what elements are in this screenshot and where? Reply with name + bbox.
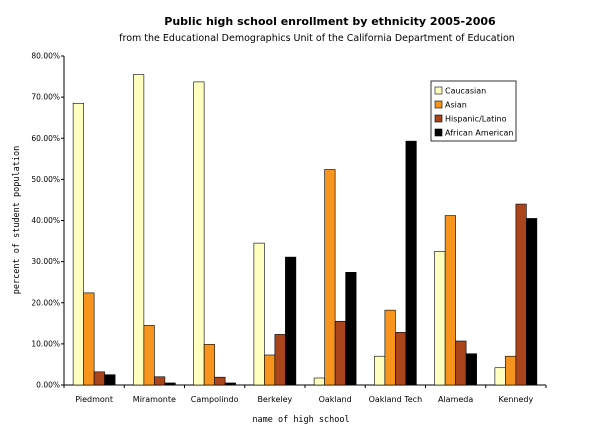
bar-african-american-piedmont xyxy=(104,374,116,386)
y-axis-title: percent of student population xyxy=(12,146,22,294)
bar-asian-miramonte xyxy=(143,325,155,386)
y-axis: 0.00% 10.00% 20.00% 30.00% 40.00% 50.00% 60.00… xyxy=(31,52,65,390)
legend-box xyxy=(430,80,517,142)
bar-asian-oakland-tech xyxy=(384,309,396,386)
bar-african-american-berkeley xyxy=(285,256,297,386)
bar-hispanic-latino-campolindo xyxy=(214,376,226,386)
bars xyxy=(72,74,538,386)
bar-caucasian-campolindo xyxy=(193,81,205,386)
bar-caucasian-miramonte xyxy=(133,74,145,386)
bar-african-american-alameda xyxy=(465,353,477,386)
x-axis-title: name of high school xyxy=(252,415,349,425)
y-tick-label: 70.00% xyxy=(31,93,60,102)
y-tick-label: 0.00% xyxy=(36,381,60,390)
bar-hispanic-latino-kennedy xyxy=(515,203,527,386)
bar-hispanic-latino-alameda xyxy=(455,340,467,386)
y-tick-label: 30.00% xyxy=(31,257,60,266)
category-label: Alameda xyxy=(438,395,473,404)
bar-asian-kennedy xyxy=(505,355,517,386)
bar-caucasian-berkeley xyxy=(253,242,265,386)
category-label: Oakland xyxy=(319,395,352,404)
bar-caucasian-oakland-tech xyxy=(374,355,386,386)
category-label: Oakland Tech xyxy=(369,395,423,404)
bar-african-american-oakland-tech xyxy=(405,140,417,386)
legend-label: Hispanic/Latino xyxy=(445,115,507,124)
y-tick-label: 60.00% xyxy=(31,134,60,143)
bar-hispanic-latino-oakland-tech xyxy=(395,332,407,386)
category-label: Kennedy xyxy=(499,395,534,404)
bar-hispanic-latino-oakland xyxy=(334,320,346,386)
bar-caucasian-piedmont xyxy=(72,102,84,386)
bar-african-american-campolindo xyxy=(224,382,236,386)
legend: Caucasian Asian Hispanic/Latino African Ame… xyxy=(430,80,517,142)
bar-hispanic-latino-berkeley xyxy=(274,334,286,386)
y-tick-label: 80.00% xyxy=(31,52,60,61)
category-label: Miramonte xyxy=(133,395,176,404)
legend-label: Asian xyxy=(445,101,467,110)
category-label: Berkeley xyxy=(257,395,292,404)
chart-subtitle: from the Educational Demographics Unit o… xyxy=(119,33,515,44)
bar-asian-campolindo xyxy=(203,343,215,386)
bar-asian-piedmont xyxy=(83,292,95,386)
bar-african-american-miramonte xyxy=(164,382,176,386)
category-label: Piedmont xyxy=(75,395,113,404)
bar-hispanic-latino-piedmont xyxy=(93,371,105,386)
y-tick-label: 10.00% xyxy=(31,339,60,348)
chart-title: Public high school enrollment by ethnici… xyxy=(164,15,496,28)
y-tick-label: 20.00% xyxy=(31,298,60,307)
legend-swatch xyxy=(434,100,443,109)
legend-swatch xyxy=(434,86,443,95)
y-tick-label: 40.00% xyxy=(31,216,60,225)
category-label: Campolindo xyxy=(191,395,239,404)
bar-caucasian-kennedy xyxy=(494,367,506,386)
legend-label: African American xyxy=(445,129,514,138)
bar-hispanic-latino-miramonte xyxy=(154,376,166,386)
bar-asian-alameda xyxy=(444,215,456,386)
bar-african-american-oakland xyxy=(345,272,357,386)
bar-caucasian-alameda xyxy=(434,251,446,386)
bar-african-american-kennedy xyxy=(526,218,538,386)
x-axis: Piedmont Miramonte Campolindo Berkeley Oakla… xyxy=(63,384,547,404)
legend-swatch xyxy=(434,114,443,123)
bar-caucasian-oakland xyxy=(313,377,325,386)
y-tick-label: 50.00% xyxy=(31,175,60,184)
legend-label: Caucasian xyxy=(445,87,486,96)
bar-asian-oakland xyxy=(324,169,336,386)
legend-swatch xyxy=(434,128,443,137)
bar-asian-berkeley xyxy=(264,354,276,386)
